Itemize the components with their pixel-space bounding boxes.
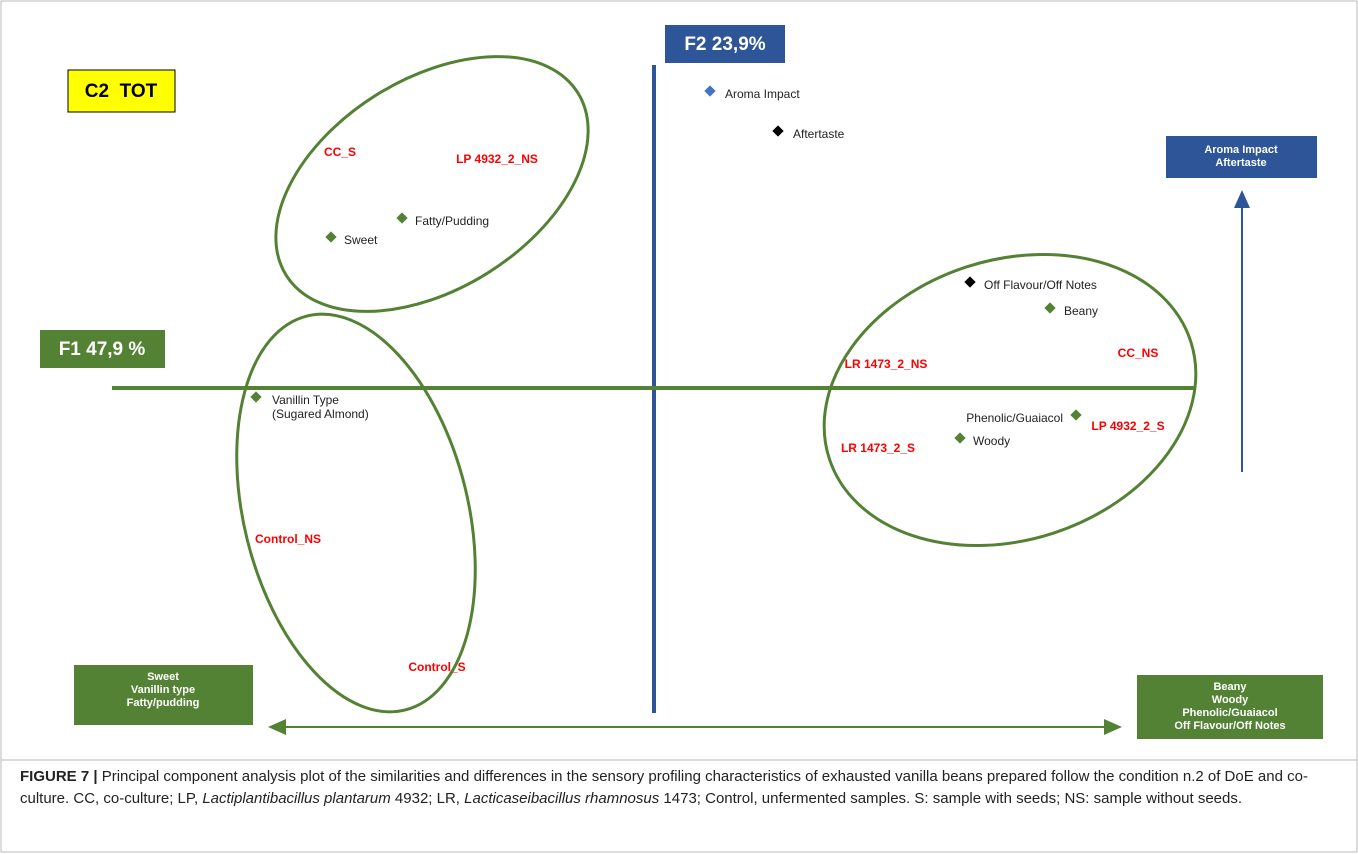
attribute-marker: [325, 231, 337, 243]
caption-text: Principal component analysis plot of the…: [20, 768, 1308, 807]
pole-box: [1137, 675, 1323, 739]
caption-text: Lactiplantibacillus plantarum: [202, 790, 391, 807]
pole-label: Off Flavour/Off Notes: [1174, 720, 1285, 732]
f1-badge: [40, 330, 165, 368]
f1-label: F1 47,9 %: [59, 339, 146, 360]
f2-badge: [665, 25, 785, 63]
sample-label: CC_NS: [1118, 346, 1159, 360]
caption-text: 1473; Control, unfermented samples. S: s…: [659, 790, 1243, 807]
pole-label: Fatty/pudding: [127, 697, 200, 709]
attribute-label: Off Flavour/Off Notes: [984, 278, 1097, 292]
pole-label: Vanillin type: [131, 684, 195, 696]
pole-label: Woody: [1212, 694, 1249, 706]
attribute-marker: [964, 276, 976, 288]
attribute-marker: [250, 391, 262, 403]
attribute-label: Sweet: [344, 233, 378, 247]
attribute-label: Woody: [973, 434, 1010, 448]
pole-label: Aftertaste: [1215, 157, 1266, 169]
cluster-ellipse: [274, 55, 590, 313]
sample-label: LR 1473_2_NS: [845, 357, 928, 371]
sample-label: LP 4932_2_NS: [456, 152, 538, 166]
group-label: C2 TOT: [85, 81, 158, 102]
cluster-ellipse: [822, 252, 1198, 548]
sample-label: LR 1473_2_S: [841, 441, 915, 455]
attribute-label: (Sugared Almond): [272, 407, 369, 421]
attribute-marker: [1070, 409, 1082, 421]
sample-label: CC_S: [324, 145, 356, 159]
caption-text: Lacticaseibacillus rhamnosus: [464, 790, 660, 807]
pole-box: [1166, 136, 1317, 178]
cluster-ellipse: [235, 312, 477, 714]
pole-label: Beany: [1213, 681, 1247, 693]
attribute-label: Fatty/Pudding: [415, 214, 489, 228]
attribute-marker: [1044, 302, 1056, 314]
pole-label: Sweet: [147, 671, 179, 683]
attribute-label: Vanillin Type: [272, 393, 339, 407]
sample-label: Control_NS: [255, 532, 321, 546]
attribute-marker: [772, 125, 784, 137]
attribute-marker: [396, 212, 408, 224]
attribute-marker: [954, 432, 966, 444]
sample-label: Control_S: [408, 660, 465, 674]
caption-text: FIGURE 7 |: [20, 768, 98, 785]
caption-text: 4932; LR,: [390, 790, 465, 807]
f2-label: F2 23,9%: [684, 34, 765, 55]
attribute-label: Beany: [1064, 304, 1098, 318]
sample-label: LP 4932_2_S: [1091, 419, 1164, 433]
pole-label: Aroma Impact: [1204, 144, 1278, 156]
attribute-label: Aroma Impact: [725, 87, 800, 101]
attribute-marker: [704, 85, 716, 97]
attribute-label: Aftertaste: [793, 127, 845, 141]
attribute-label: Phenolic/Guaiacol: [966, 411, 1063, 425]
group-badge: [67, 69, 176, 113]
caption: FIGURE 7 | Principal component analysis …: [20, 766, 1340, 810]
pole-label: Phenolic/Guaiacol: [1182, 707, 1277, 719]
pole-box: [74, 665, 253, 725]
